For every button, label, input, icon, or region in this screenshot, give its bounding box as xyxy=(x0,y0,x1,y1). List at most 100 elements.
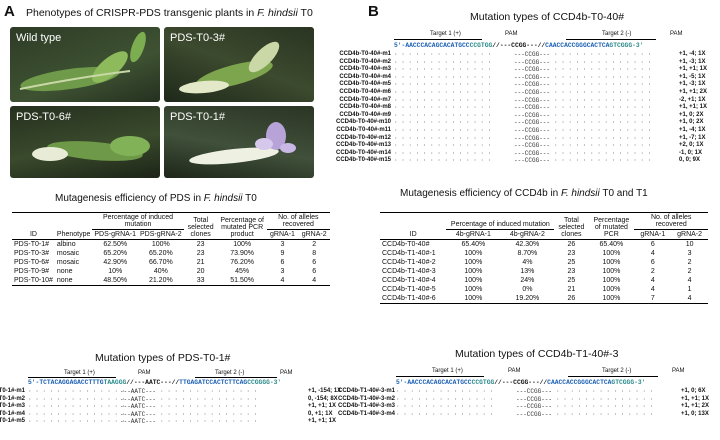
mutation-result: +1, -3; 1X xyxy=(679,81,706,88)
middle-segment: ---AATC--- xyxy=(120,388,157,395)
middle-segment: ---CCGG--- xyxy=(514,149,551,157)
table-cell: 3 xyxy=(687,250,692,257)
mutation-result: +1, 0; 2X xyxy=(679,111,704,118)
alignment-row: CCD4b-T0-40#-m1 · · · · · · · · · · · · ·… xyxy=(336,51,720,59)
alignment-row: CCD4b-T1-40#-3-m2 · · · · · · · · · · · ·… xyxy=(338,396,720,404)
dots: · · · · · · · · · · · · · · xyxy=(160,388,258,395)
pam-label: PAM xyxy=(280,370,293,376)
table-cell: 100% xyxy=(464,250,483,257)
middle-segment: ---CCGG--- xyxy=(516,410,553,418)
mutation-result: -1, 0; 1X xyxy=(679,149,703,156)
table-cell: 4 xyxy=(687,277,692,284)
mutation-result: 0, -154; 8X xyxy=(308,395,338,402)
alignment-row: PDS-T0-1#-m1· · · · · · · · · · · · · · … xyxy=(0,388,350,396)
allele-id: CCD4b-T1-40#-3-m3 xyxy=(338,403,396,410)
table-cell: 62.50% xyxy=(92,239,139,249)
table-cell: 45% xyxy=(235,268,250,275)
table-cell: 65.40% xyxy=(446,239,501,249)
col-header: Total selected clones xyxy=(554,212,589,240)
table-cell: 1 xyxy=(687,286,692,293)
table-cell: 4% xyxy=(522,259,533,266)
table-cell: 66.70% xyxy=(148,259,173,266)
mutation-result: +1, 0; 2X xyxy=(679,119,704,126)
dots: · · · · · · · · · · · · · · xyxy=(394,111,492,119)
col-group-header: Percentage of induced mutation xyxy=(92,212,184,230)
dots: · · · · · · · · · · · · · · xyxy=(396,388,494,395)
table-cell: 100% xyxy=(588,294,635,304)
dots: · · · · · · · · · · · · · · xyxy=(394,142,492,150)
pam-label: PAM xyxy=(670,31,683,37)
dots: · · · · · · · · · · · · · · xyxy=(554,51,652,58)
mutation-result: +1, +1; 2X xyxy=(681,403,710,410)
table-cell: CCD4b-T1-40#-1 xyxy=(382,250,436,257)
alignment-row: CCD4b-T0-40#-m10 · · · · · · · · · · · · … xyxy=(336,119,720,127)
dots: · · · · · · · · · · · · · · xyxy=(28,410,126,418)
col-header: Percentage of mutated PCR product xyxy=(217,212,267,240)
middle-segment: ---CCGG--- xyxy=(516,395,553,403)
photo-wild-type: Wild type xyxy=(10,27,160,102)
col-group-header: No. of alleles recovered xyxy=(266,212,330,230)
alignment-row: CCD4b-T0-40#-m11 · · · · · · · · · · · · … xyxy=(336,127,720,135)
dots: · · · · · · · · · · · · · · xyxy=(554,58,652,66)
dots: · · · · · · · · · · · · · · xyxy=(394,81,492,89)
table-cell: 3 xyxy=(266,239,299,249)
table-cell: 23 xyxy=(567,268,576,275)
middle-segment: ---CCGG--- xyxy=(514,81,551,89)
table-cell: 21 xyxy=(567,286,576,293)
pam-label: PAM xyxy=(138,370,151,376)
allele-id: CCD4b-T0-40#-m2 xyxy=(339,58,391,65)
middle-segment: ---CCGG--- xyxy=(514,134,551,142)
table-row: PDS-T0-1# albino 62.50% 100% 23 100% 3 2 xyxy=(12,239,330,249)
dots: · · · · · · · · · · · · · · xyxy=(554,88,652,96)
allele-id: PDS-T0-1#-m3 xyxy=(0,403,25,410)
panel-b-alignment: CCD4b-T0-40#-m1 · · · · · · · · · · · · ·… xyxy=(336,51,720,165)
dots: · · · · · · · · · · · · · · xyxy=(394,58,492,66)
table-cell: none xyxy=(54,276,93,286)
mutation-result: 0, +1; 1X xyxy=(308,410,333,417)
col-header: gRNA-1 xyxy=(640,231,666,238)
table-cell: CCD4b-T0-40# xyxy=(380,239,447,249)
table-cell: 65.20% xyxy=(148,250,173,257)
table-b: ID Percentage of induced mutation Total … xyxy=(380,212,708,304)
table-a: ID Phenotype Percentage of induced mutat… xyxy=(12,212,330,286)
table-row: CCD4b-T1-40#-6 100% 19.20% 26 100% 7 4 xyxy=(380,294,708,304)
dots: · · · · · · · · · · · · · · xyxy=(554,104,652,112)
middle-segment: ---AATC--- xyxy=(120,418,157,426)
photo-label: Wild type xyxy=(16,32,62,44)
mutation-result: +1, +1; 1X xyxy=(681,395,710,402)
table-cell: 42.90% xyxy=(103,259,128,266)
photo-pds-t0-3: PDS-T0-3# xyxy=(164,27,314,102)
table-row: PDS-T0-6# mosaic 42.90% 66.70% 21 76.20% 6 6 xyxy=(12,258,330,267)
table-b-title: Mutagenesis efficiency of CCD4b in F. hi… xyxy=(400,188,648,199)
table-cell: CCD4b-T1-40#-3 xyxy=(382,268,436,275)
alignment-row: CCD4b-T0-40#-m13 · · · · · · · · · · · · … xyxy=(336,142,720,150)
dots: · · · · · · · · · · · · · · xyxy=(396,395,494,403)
col-header: Total selected clones xyxy=(183,212,218,240)
dots: · · · · · · · · · · · · · · xyxy=(394,51,492,58)
col-group-header: No. of alleles recovered xyxy=(634,212,708,230)
dots: · · · · · · · · · · · · · · xyxy=(554,96,652,104)
table-row: CCD4b-T1-40#-3 100% 13% 23 100% 2 2 xyxy=(380,267,708,276)
table-cell: 10% xyxy=(108,268,123,275)
panel-a-letter: A xyxy=(4,3,15,20)
col-header: gRNA-2 xyxy=(301,231,327,238)
table-cell: 100% xyxy=(602,259,621,266)
alignment-row: CCD4b-T0-40#-m2 · · · · · · · · · · · · ·… xyxy=(336,59,720,67)
alignment-row: CCD4b-T1-40#-3-m3 · · · · · · · · · · · ·… xyxy=(338,403,720,411)
table-cell: 100% xyxy=(464,286,483,293)
table-row: CCD4b-T1-40#-5 100% 0% 21 100% 4 1 xyxy=(380,285,708,294)
dots: · · · · · · · · · · · · · · xyxy=(28,418,126,426)
allele-id: CCD4b-T1-40#-3-m4 xyxy=(338,410,396,417)
table-cell: 25 xyxy=(567,277,576,284)
middle-segment: ---CCGG--- xyxy=(514,157,551,165)
table-cell: 73.90% xyxy=(230,250,255,257)
alignment-row: CCD4b-T1-40#-3-m4 · · · · · · · · · · · ·… xyxy=(338,411,720,419)
alignment-row: CCD4b-T0-40#-m3 · · · · · · · · · · · · ·… xyxy=(336,66,720,74)
dots: · · · · · · · · · · · · · · xyxy=(394,73,492,81)
target1-underline xyxy=(28,377,116,378)
table-cell: 4 xyxy=(650,250,655,257)
table-cell: CCD4b-T1-40#-6 xyxy=(380,294,447,304)
table-cell: PDS-T0-9# xyxy=(14,268,50,275)
middle-segment: ---CCGG--- xyxy=(514,104,551,112)
mutation-result: +1, -7; 1X xyxy=(679,134,706,141)
